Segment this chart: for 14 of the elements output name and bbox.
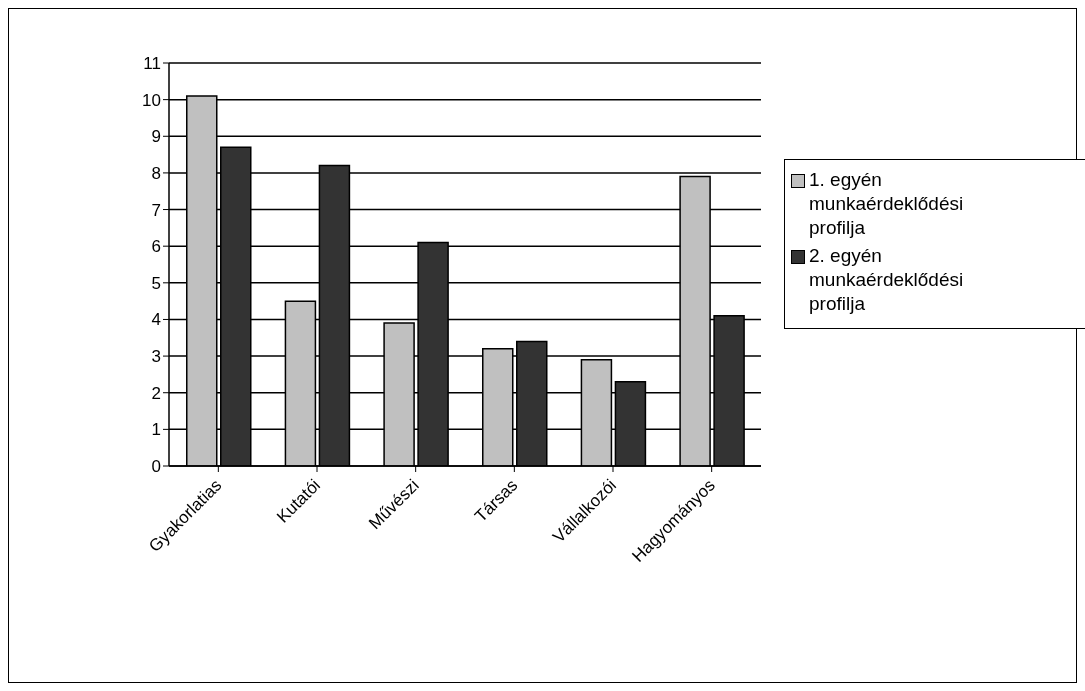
y-tick-label: 4 xyxy=(151,310,161,330)
legend-label: 1. egyén munkaérdeklődési profilja xyxy=(809,168,965,240)
y-tick-label: 0 xyxy=(151,457,161,477)
y-tick-label: 1 xyxy=(151,420,161,440)
y-tick-label: 2 xyxy=(151,383,161,403)
y-tick-label: 8 xyxy=(151,163,161,183)
y-tick-label: 7 xyxy=(151,200,161,220)
y-tick-label: 5 xyxy=(151,273,161,293)
legend-label: 2. egyén munkaérdeklődési profilja xyxy=(809,244,965,316)
y-tick-label: 3 xyxy=(151,347,161,367)
y-tick-label: 6 xyxy=(151,237,161,257)
y-tick-label: 10 xyxy=(142,90,161,110)
y-tick-label: 11 xyxy=(143,54,161,74)
y-tick-label: 9 xyxy=(151,127,161,147)
